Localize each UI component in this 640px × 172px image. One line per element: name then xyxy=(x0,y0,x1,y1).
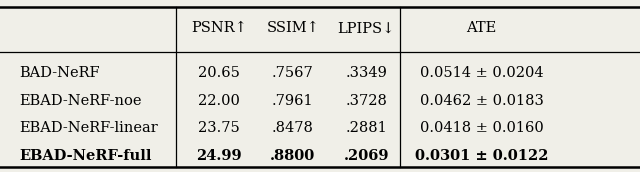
Text: .3349: .3349 xyxy=(346,66,387,80)
Text: .7961: .7961 xyxy=(272,94,314,108)
Text: 0.0301 ± 0.0122: 0.0301 ± 0.0122 xyxy=(415,149,548,163)
Text: 23.75: 23.75 xyxy=(198,121,240,135)
Text: .3728: .3728 xyxy=(346,94,387,108)
Text: .2069: .2069 xyxy=(344,149,389,163)
Text: SSIM↑: SSIM↑ xyxy=(266,21,319,35)
Text: 0.0418 ± 0.0160: 0.0418 ± 0.0160 xyxy=(420,121,543,135)
Text: 22.00: 22.00 xyxy=(198,94,240,108)
Text: PSNR↑: PSNR↑ xyxy=(191,21,247,35)
Text: EBAD-NeRF-linear: EBAD-NeRF-linear xyxy=(19,121,158,135)
Text: 0.0462 ± 0.0183: 0.0462 ± 0.0183 xyxy=(420,94,543,108)
Text: BAD-NeRF: BAD-NeRF xyxy=(19,66,100,80)
Text: LPIPS↓: LPIPS↓ xyxy=(338,21,395,35)
Text: ATE: ATE xyxy=(467,21,497,35)
Text: .7567: .7567 xyxy=(272,66,314,80)
Text: .8800: .8800 xyxy=(270,149,316,163)
Text: 0.0514 ± 0.0204: 0.0514 ± 0.0204 xyxy=(420,66,543,80)
Text: 20.65: 20.65 xyxy=(198,66,240,80)
Text: 24.99: 24.99 xyxy=(196,149,242,163)
Text: EBAD-NeRF-noe: EBAD-NeRF-noe xyxy=(19,94,141,108)
Text: .8478: .8478 xyxy=(272,121,314,135)
Text: EBAD-NeRF-full: EBAD-NeRF-full xyxy=(19,149,152,163)
Text: .2881: .2881 xyxy=(346,121,387,135)
